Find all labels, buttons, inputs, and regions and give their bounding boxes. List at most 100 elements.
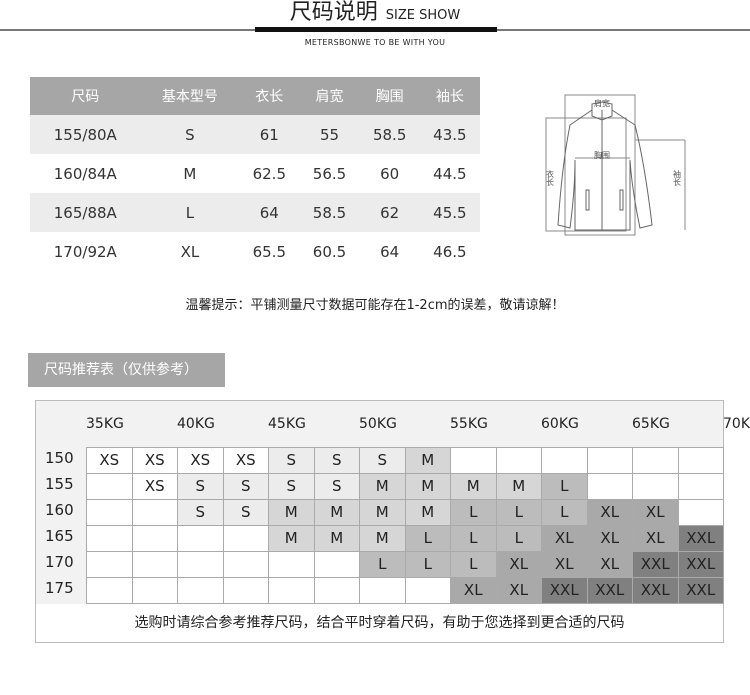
size-cell: M <box>359 499 406 526</box>
table-cell: 60 <box>380 164 400 183</box>
jacket-diagram-icon: 肩宽 胸围 衣长 袖长 <box>545 94 686 236</box>
size-cell: XXL <box>677 525 724 552</box>
weight-label: 40KG <box>177 416 215 432</box>
table-row: 165/88A L 64 58.5 62 45.5 <box>30 193 480 232</box>
height-label: 155 <box>45 475 74 493</box>
weight-label: 65KG <box>632 416 670 432</box>
table-cell: 170/92A <box>53 242 117 261</box>
table-cell: 64 <box>239 193 300 232</box>
table-cell: 65.5 <box>252 242 286 261</box>
size-cell: S <box>222 473 269 500</box>
size-cell <box>86 473 133 500</box>
label-sleeve: 袖长 <box>673 169 682 187</box>
size-cell <box>222 551 269 578</box>
size-cell <box>541 447 588 474</box>
table-cell: 58.5 <box>299 193 360 232</box>
size-cell: XL <box>586 499 633 526</box>
col-header: 肩宽 <box>299 77 360 115</box>
weight-label: 45KG <box>268 416 306 432</box>
size-cell: M <box>268 525 315 552</box>
size-cell: L <box>541 499 588 526</box>
measurement-tip: 温馨提示：平铺测量尺寸数据可能存在1-2cm的误差，敬请谅解！ <box>185 298 565 313</box>
recommend-footer: 选购时请综合参考推荐尺码，结合平时穿着尺码，有助于您选择到更合适的尺码 <box>36 604 723 642</box>
table-cell: 55 <box>299 115 360 154</box>
size-cell <box>86 577 133 604</box>
size-cell: M <box>359 525 406 552</box>
weight-label: 55KG <box>450 416 488 432</box>
table-cell: 46.5 <box>433 242 467 261</box>
size-cell: XXL <box>632 577 679 604</box>
size-cell: XL <box>586 551 633 578</box>
table-cell: 45.5 <box>419 193 480 232</box>
size-cell: M <box>313 525 360 552</box>
height-label: 160 <box>45 501 74 519</box>
size-cell <box>131 551 178 578</box>
size-cell <box>86 525 133 552</box>
size-cell <box>177 525 224 552</box>
table-row: 160/84A M 62.5 56.5 60 44.5 <box>30 154 480 193</box>
size-cell: XS <box>177 447 224 474</box>
size-cell: L <box>495 525 542 552</box>
size-cell: XL <box>632 525 679 552</box>
table-cell: 44.5 <box>433 164 467 183</box>
size-cell: XXL <box>541 577 588 604</box>
table-cell: 43.5 <box>419 115 480 154</box>
table-cell: 62.5 <box>252 164 286 183</box>
size-cell <box>131 577 178 604</box>
label-shoulder: 肩宽 <box>594 98 610 108</box>
size-cell: XS <box>131 473 178 500</box>
size-cell: XL <box>495 551 542 578</box>
size-cell <box>86 499 133 526</box>
size-cell: XL <box>495 577 542 604</box>
size-cell: M <box>495 473 542 500</box>
size-cell: XXL <box>586 577 633 604</box>
size-cell <box>586 447 633 474</box>
table-cell: L <box>140 193 240 232</box>
size-cell <box>450 447 497 474</box>
height-label: 170 <box>45 553 74 571</box>
size-cell: XS <box>131 447 178 474</box>
table-row: 155/80A S 61 55 58.5 43.5 <box>30 115 480 154</box>
label-chest: 胸围 <box>594 150 610 160</box>
size-cell <box>359 577 406 604</box>
size-cell: L <box>404 525 451 552</box>
size-cell <box>677 473 724 500</box>
size-cell <box>313 551 360 578</box>
table-cell: S <box>140 115 240 154</box>
col-header: 尺码 <box>30 77 141 115</box>
table-cell: 160/84A <box>53 164 117 183</box>
size-cell: XXL <box>677 577 724 604</box>
title-en: SIZE SHOW <box>385 8 461 23</box>
size-cell <box>268 551 315 578</box>
size-cell: S <box>177 499 224 526</box>
size-cell <box>177 577 224 604</box>
size-recommend-grid: 选购时请综合参考推荐尺码，结合平时穿着尺码，有助于您选择到更合适的尺码 35KG… <box>35 400 750 643</box>
table-cell: 64 <box>380 242 400 261</box>
table-cell: 62 <box>359 193 420 232</box>
size-cell: XL <box>541 525 588 552</box>
size-cell: S <box>313 447 360 474</box>
size-cell <box>632 473 679 500</box>
title-underline <box>255 27 497 32</box>
size-cell: L <box>541 473 588 500</box>
size-cell <box>131 525 178 552</box>
col-header: 袖长 <box>419 77 480 115</box>
size-cell: M <box>404 447 451 474</box>
table-cell: 60.5 <box>312 242 347 261</box>
size-cell <box>313 577 360 604</box>
title-cn: 尺码说明 <box>289 0 378 25</box>
size-cell: M <box>404 473 451 500</box>
size-cell <box>268 577 315 604</box>
col-header: 胸围 <box>359 77 420 115</box>
size-cell <box>404 577 451 604</box>
height-label: 165 <box>45 527 74 545</box>
size-cell: L <box>450 499 497 526</box>
size-cell: S <box>268 473 315 500</box>
size-cell: M <box>404 499 451 526</box>
size-cell <box>131 499 178 526</box>
size-cell <box>677 447 724 474</box>
size-cell: L <box>359 551 406 578</box>
size-cell: M <box>359 473 406 500</box>
height-label: 175 <box>45 579 74 597</box>
table-cell: XL <box>180 242 200 261</box>
